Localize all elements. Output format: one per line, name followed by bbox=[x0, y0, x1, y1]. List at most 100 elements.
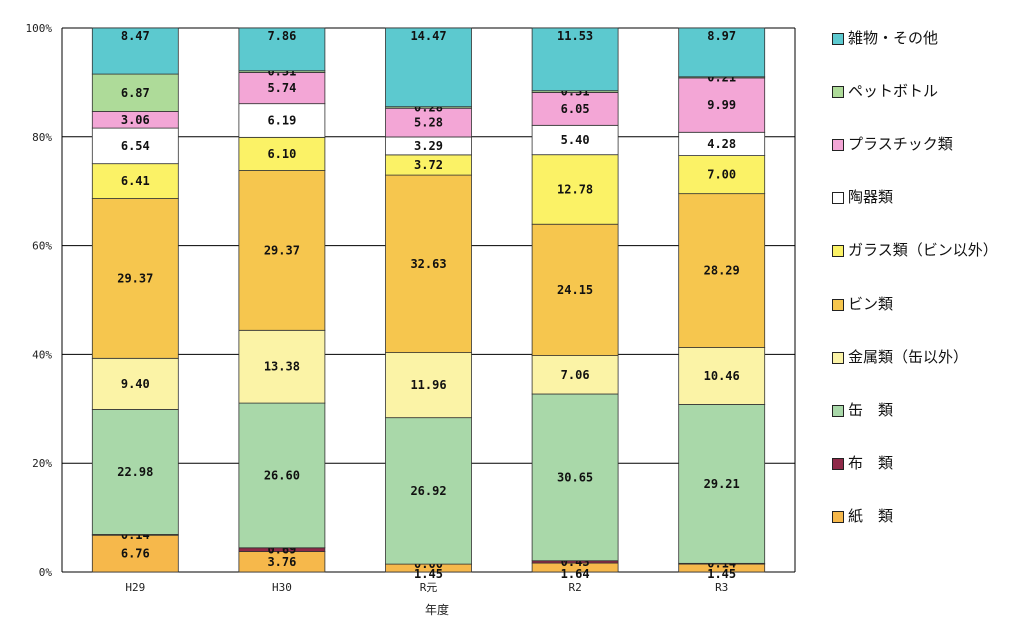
bar-segment bbox=[91, 357, 179, 410]
legend-item: 布 類 bbox=[832, 453, 1028, 474]
bar-segment bbox=[91, 73, 179, 112]
data-label: 24.15 bbox=[557, 283, 593, 297]
data-label: 3.29 bbox=[414, 139, 443, 153]
stacked-bar-chart: 0%20%40%60%80%100% 6.760.1422.989.4029.3… bbox=[26, 22, 796, 617]
data-label: 3.76 bbox=[267, 555, 296, 569]
bar-segment bbox=[531, 223, 619, 356]
x-category-label: R元 bbox=[420, 581, 438, 594]
legend-swatch bbox=[832, 245, 844, 257]
bar-segment bbox=[531, 27, 619, 92]
bar-segment bbox=[678, 193, 766, 348]
legend-swatch bbox=[832, 139, 844, 151]
bar-segment bbox=[678, 27, 766, 78]
legend-swatch bbox=[832, 299, 844, 311]
bar-segment bbox=[678, 347, 766, 405]
legend-item: 金属類（缶以外） bbox=[832, 347, 1028, 368]
data-label: 1.45 bbox=[707, 567, 736, 581]
bar-segment bbox=[678, 155, 766, 195]
y-tick-label: 80% bbox=[32, 131, 52, 144]
legend-item: 雑物・その他 bbox=[832, 28, 1028, 49]
data-label: 32.63 bbox=[410, 257, 446, 271]
data-label: 6.05 bbox=[561, 102, 590, 116]
data-label: 14.47 bbox=[410, 29, 446, 43]
data-label: 8.97 bbox=[707, 29, 736, 43]
data-label: 10.46 bbox=[704, 369, 740, 383]
data-label: 5.40 bbox=[561, 133, 590, 147]
legend-item: ビン類 bbox=[832, 294, 1028, 315]
bar-segment bbox=[385, 107, 472, 138]
legend-item: 紙 類 bbox=[832, 506, 1028, 527]
data-label: 7.86 bbox=[267, 29, 296, 43]
data-label: 22.98 bbox=[117, 465, 153, 479]
bar-segment bbox=[91, 409, 179, 535]
legend-label: ペットボトル bbox=[848, 82, 939, 100]
legend-swatch bbox=[832, 511, 844, 523]
legend-item: ペットボトル bbox=[832, 81, 1028, 102]
bar-segment bbox=[678, 404, 766, 564]
data-label: 29.37 bbox=[117, 271, 153, 285]
bar-segment bbox=[238, 170, 326, 331]
legend-label: ガラス類（ビン以外） bbox=[848, 241, 998, 259]
data-label: 9.99 bbox=[707, 98, 736, 112]
data-label: 30.65 bbox=[557, 470, 593, 484]
legend-label: 布 類 bbox=[848, 454, 894, 472]
x-category-label: H30 bbox=[272, 581, 292, 594]
data-label: 4.28 bbox=[707, 137, 736, 151]
bar-segment bbox=[91, 27, 179, 75]
legend-label: プラスチック類 bbox=[848, 135, 953, 153]
legend-swatch bbox=[832, 458, 844, 470]
data-label: 9.40 bbox=[121, 377, 150, 391]
bar-segment bbox=[385, 417, 472, 565]
legend-label: 陶器類 bbox=[848, 188, 894, 206]
x-axis-categories: H29 H30 R元 R2 R3 bbox=[125, 581, 728, 594]
legend-item: ガラス類（ビン以外） bbox=[832, 240, 1028, 261]
data-label: 6.54 bbox=[121, 139, 150, 153]
y-axis-ticks: 0% 20% 40% 60% 80% 100% bbox=[26, 22, 53, 579]
bar-segment bbox=[238, 329, 326, 404]
x-category-label: R3 bbox=[715, 581, 728, 594]
bar-segment bbox=[91, 534, 179, 573]
y-tick-label: 0% bbox=[39, 566, 53, 579]
data-label: 3.72 bbox=[414, 158, 443, 172]
legend-item: 缶 類 bbox=[832, 400, 1028, 421]
data-label: 28.29 bbox=[704, 264, 740, 278]
data-label: 1.45 bbox=[414, 567, 443, 581]
bar-segment bbox=[238, 72, 326, 105]
data-label: 7.00 bbox=[707, 168, 736, 182]
legend-label: ビン類 bbox=[848, 295, 894, 313]
bar-segment bbox=[531, 124, 619, 156]
bar-segment bbox=[531, 393, 619, 562]
legend-swatch bbox=[832, 86, 844, 98]
data-label: 12.78 bbox=[557, 182, 593, 196]
data-label: 6.10 bbox=[267, 147, 296, 161]
legend-swatch bbox=[832, 352, 844, 364]
data-label: 5.28 bbox=[414, 116, 443, 130]
y-tick-label: 40% bbox=[32, 348, 52, 361]
bar-segment bbox=[91, 198, 179, 359]
bars: 6.760.1422.989.4029.376.416.543.066.878.… bbox=[91, 27, 766, 581]
data-label: 26.60 bbox=[264, 468, 300, 482]
y-tick-label: 100% bbox=[26, 22, 53, 35]
bar-segment bbox=[238, 103, 326, 138]
bar-segment bbox=[91, 127, 179, 165]
data-label: 6.87 bbox=[121, 86, 150, 100]
x-category-label: H29 bbox=[125, 581, 145, 594]
data-label: 26.92 bbox=[410, 484, 446, 498]
legend-item: 陶器類 bbox=[832, 187, 1028, 208]
legend-swatch bbox=[832, 192, 844, 204]
data-label: 29.21 bbox=[704, 477, 740, 491]
data-label: 29.37 bbox=[264, 243, 300, 257]
bar-segment bbox=[385, 27, 472, 108]
legend-label: 缶 類 bbox=[848, 401, 894, 419]
data-label: 13.38 bbox=[264, 360, 300, 374]
bar-segment bbox=[531, 355, 619, 395]
data-label: 3.06 bbox=[121, 113, 150, 127]
bar-segment bbox=[238, 27, 326, 72]
legend-label: 金属類（缶以外） bbox=[848, 348, 969, 366]
data-label: 7.06 bbox=[561, 368, 590, 382]
legend-swatch bbox=[832, 405, 844, 417]
bar-segment bbox=[238, 402, 326, 549]
data-label: 6.19 bbox=[267, 114, 296, 128]
data-label: 5.74 bbox=[267, 81, 296, 95]
y-tick-label: 20% bbox=[32, 457, 52, 470]
